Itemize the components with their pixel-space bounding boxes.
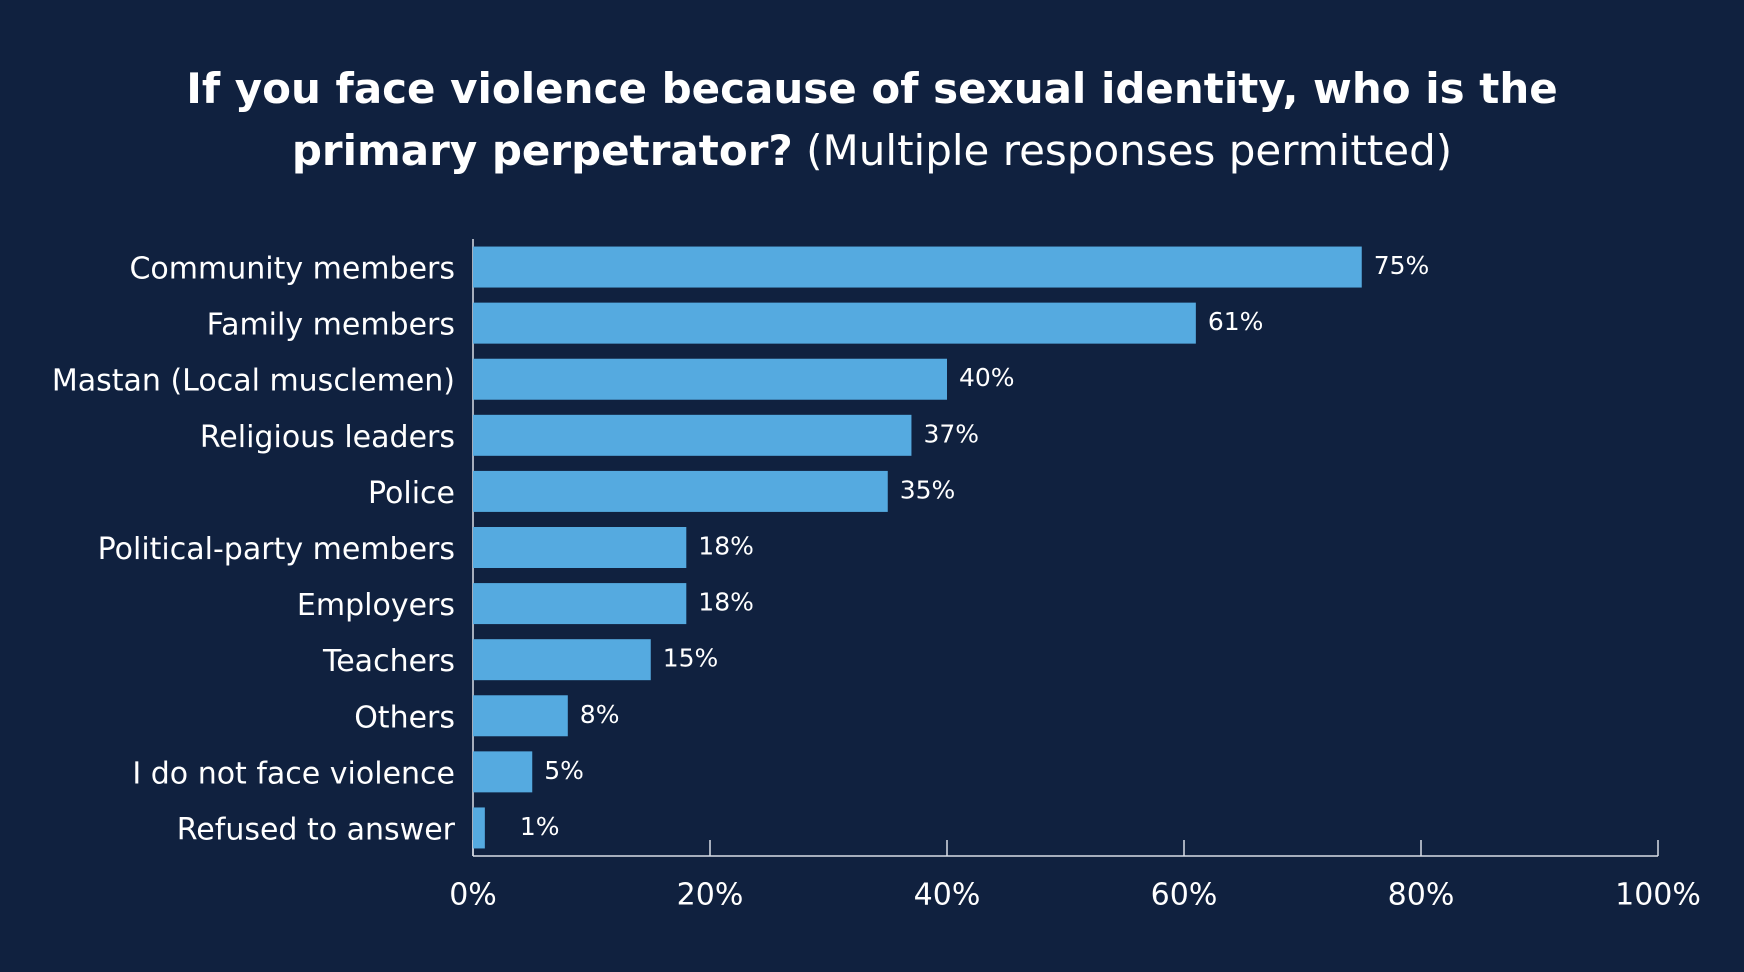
value-label: 35%: [900, 475, 956, 504]
bar: [473, 751, 533, 793]
x-tick-label: 80%: [1388, 878, 1455, 913]
value-label: 18%: [698, 588, 754, 617]
bar: [473, 583, 687, 625]
x-tick-label: 100%: [1615, 878, 1701, 913]
x-tick-label: 40%: [914, 878, 981, 913]
bar: [473, 358, 947, 400]
chart-subtitle: (Multiple responses permitted): [806, 126, 1453, 175]
category-label: Police: [368, 476, 455, 511]
value-label: 40%: [959, 363, 1015, 392]
category-label: Political-party members: [98, 532, 455, 567]
category-label: Teachers: [322, 644, 455, 679]
chart-title: If you face violence because of sexual i…: [186, 64, 1558, 175]
category-label: Community members: [129, 252, 455, 287]
bar: [473, 639, 651, 681]
bar: [473, 695, 568, 737]
value-label: 1%: [520, 812, 560, 841]
bar: [473, 470, 888, 512]
category-label: Family members: [207, 308, 455, 343]
x-tick-label: 0%: [449, 878, 497, 913]
category-label: Employers: [297, 588, 455, 623]
bar: [473, 807, 485, 849]
bar: [473, 302, 1196, 344]
category-label: I do not face violence: [132, 756, 455, 791]
category-label: Others: [354, 700, 455, 735]
bar: [473, 246, 1362, 288]
value-label: 15%: [663, 644, 719, 673]
value-label: 61%: [1208, 307, 1264, 336]
value-label: 75%: [1374, 251, 1430, 280]
title-block: If you face violence because of sexual i…: [172, 58, 1572, 182]
x-tick-label: 20%: [677, 878, 744, 913]
category-label: Refused to answer: [177, 812, 456, 847]
category-label: Mastan (Local musclemen): [52, 364, 455, 399]
value-label: 5%: [544, 756, 584, 785]
value-label: 8%: [580, 700, 620, 729]
x-tick-label: 60%: [1151, 878, 1218, 913]
value-label: 18%: [698, 532, 754, 561]
bar: [473, 527, 687, 568]
category-label: Religious leaders: [200, 420, 455, 455]
value-label: 37%: [923, 419, 979, 448]
bar: [473, 414, 912, 456]
